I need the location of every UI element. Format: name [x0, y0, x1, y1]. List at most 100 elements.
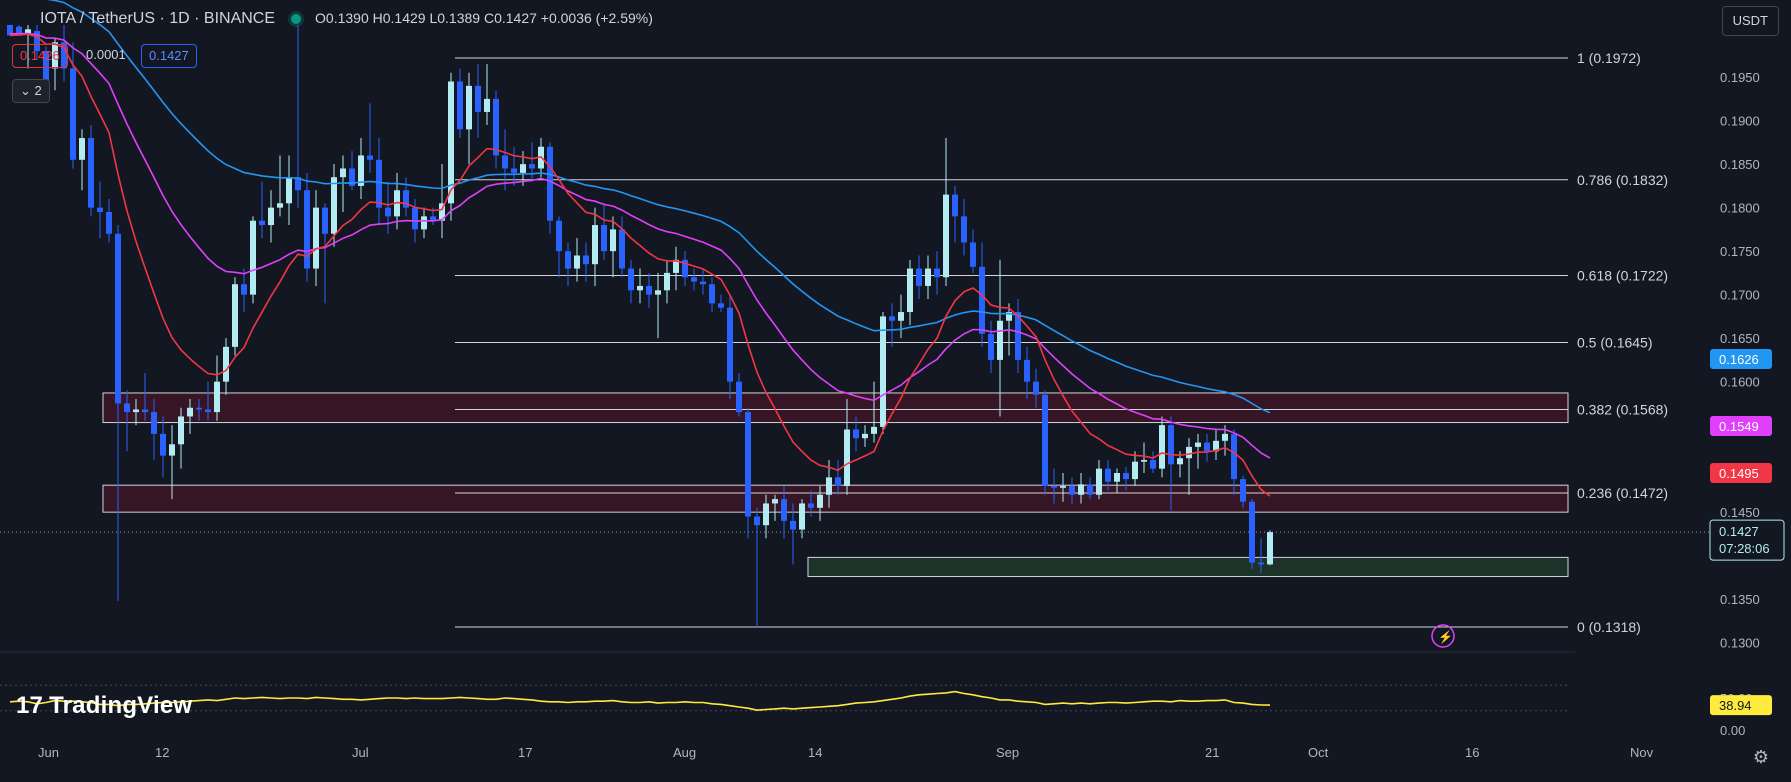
- candle-body: [385, 207, 391, 217]
- candle-body: [322, 207, 328, 234]
- candle-body: [628, 268, 634, 291]
- change-value: +0.0036 (+2.59%): [540, 10, 653, 26]
- candle-body: [484, 98, 490, 112]
- candle-body: [682, 259, 688, 278]
- candle-body: [1159, 425, 1165, 469]
- price-tick-label: 0.1300: [1720, 636, 1760, 651]
- ma-value-label: 0.1626: [1719, 352, 1759, 367]
- ma-value-badge: [1710, 463, 1772, 484]
- candle-body: [124, 403, 130, 413]
- candle-body: [1240, 479, 1246, 502]
- candle-body: [952, 194, 958, 217]
- candle-body: [286, 177, 292, 204]
- candle-body: [1186, 446, 1192, 459]
- zone-resistance-1: [102, 484, 1569, 513]
- candle-body: [259, 220, 265, 226]
- candle-body: [187, 407, 193, 417]
- tradingview-logo: 17 TradingView: [16, 692, 192, 720]
- candle-body: [493, 98, 499, 156]
- gear-icon[interactable]: ⚙: [1752, 747, 1769, 767]
- candle-body: [1150, 459, 1156, 469]
- fib-label: 0.5 (0.1645): [1577, 335, 1653, 351]
- ma-long-line: [47, 0, 1271, 414]
- time-tick-label: Aug: [673, 745, 696, 760]
- ma-mid-line: [9, 32, 1271, 459]
- sell-price-button[interactable]: 0.1426: [12, 44, 68, 68]
- indicators-toggle[interactable]: ⌄ 2: [12, 79, 50, 103]
- candle-body: [88, 138, 94, 208]
- candle-body: [889, 316, 895, 321]
- candle-body: [1258, 562, 1264, 565]
- candle-body: [763, 503, 769, 526]
- candle-body: [898, 312, 904, 321]
- candle-body: [610, 229, 616, 252]
- candle-body: [1249, 501, 1255, 563]
- rsi-line: [9, 690, 1271, 712]
- candle-body: [529, 164, 535, 169]
- candle-body: [25, 29, 31, 35]
- candle-body: [295, 177, 301, 191]
- candle-body: [439, 203, 445, 221]
- candle-body: [1024, 359, 1030, 382]
- buy-price-button[interactable]: 0.1427: [141, 44, 197, 68]
- candle-body: [421, 216, 427, 230]
- market-status-icon: [291, 13, 302, 24]
- candle-body: [502, 155, 508, 169]
- low-value: L0.1389: [429, 10, 481, 26]
- fib-label: 1 (0.1972): [1577, 50, 1641, 66]
- time-tick-label: Jun: [38, 745, 59, 760]
- candle-body: [367, 155, 373, 160]
- candle-body: [34, 31, 40, 52]
- ma-value-badge: [1710, 349, 1772, 370]
- symbol-title[interactable]: IOTA / TetherUS · 1D · BINANCE: [40, 10, 276, 27]
- candle-body: [772, 499, 778, 504]
- candle-body: [1132, 461, 1138, 480]
- candle-body: [979, 266, 985, 334]
- candle-body: [1087, 484, 1093, 495]
- candle-body: [592, 225, 598, 265]
- time-tick-label: 12: [155, 745, 169, 760]
- candle-body: [709, 284, 715, 304]
- price-tick-label: 0.1900: [1720, 114, 1760, 129]
- time-tick-label: Oct: [1308, 745, 1329, 760]
- candle-body: [1123, 473, 1129, 480]
- high-value: H0.1429: [372, 10, 426, 26]
- candle-body: [1114, 473, 1120, 482]
- candle-body: [250, 220, 256, 295]
- candle-body: [277, 203, 283, 208]
- countdown-label: 07:28:06: [1719, 541, 1770, 556]
- candle-body: [1141, 459, 1147, 462]
- currency-button[interactable]: USDT: [1721, 6, 1779, 36]
- candle-body: [1006, 312, 1012, 321]
- price-tick-label: 0.1650: [1720, 331, 1760, 346]
- candle-body: [79, 138, 85, 160]
- candle-body: [358, 155, 364, 186]
- candle-body: [925, 268, 931, 286]
- candle-body: [583, 255, 589, 265]
- time-tick-label: Nov: [1630, 745, 1654, 760]
- rsi-value-label: 38.94: [1719, 698, 1752, 713]
- candle-body: [826, 477, 832, 495]
- candle-body: [151, 412, 157, 434]
- candle-body: [754, 516, 760, 526]
- price-tick-label: 0.1800: [1720, 201, 1760, 216]
- candle-body: [1033, 381, 1039, 395]
- candle-body: [52, 42, 58, 69]
- candle-body: [736, 381, 742, 413]
- candle-body: [1105, 468, 1111, 482]
- candle-body: [1051, 486, 1057, 488]
- candle-body: [1015, 312, 1021, 360]
- candle-body: [853, 429, 859, 439]
- candle-body: [619, 229, 625, 269]
- candle-body: [1231, 433, 1237, 480]
- candle-body: [340, 168, 346, 178]
- candle-body: [727, 307, 733, 382]
- fib-label: 0.382 (0.1568): [1577, 401, 1668, 417]
- ma-value-label: 0.1495: [1719, 466, 1759, 481]
- candle-body: [844, 429, 850, 487]
- candle-body: [313, 207, 319, 269]
- price-tick-label: 0.1850: [1720, 157, 1760, 172]
- price-tick-label: 0.1700: [1720, 288, 1760, 303]
- candle-body: [664, 272, 670, 291]
